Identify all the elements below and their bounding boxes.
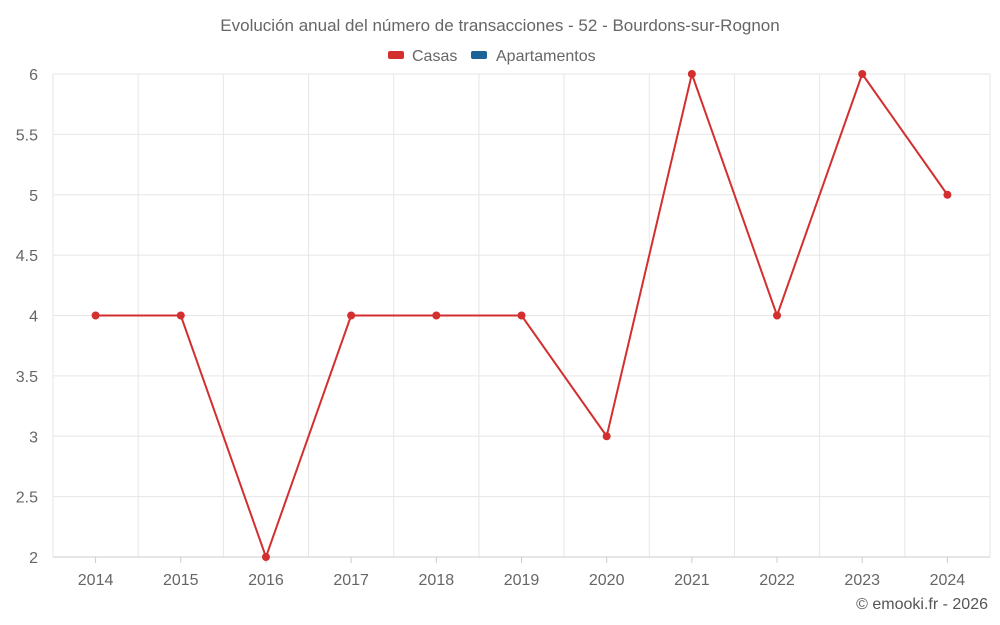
data-point-casas-2019[interactable] — [517, 311, 526, 320]
legend-item-apartamentos[interactable]: Apartamentos — [471, 48, 596, 65]
data-point-casas-2017[interactable] — [347, 311, 356, 320]
y-axis-ticks: 2 2.5 3 3.5 4 4.5 5 5.5 6 — [16, 67, 38, 567]
data-point-casas-2021[interactable] — [687, 70, 696, 78]
legend-swatch-apartamentos — [471, 51, 487, 59]
data-point-casas-2018[interactable] — [432, 311, 441, 320]
x-tick-label: 2022 — [759, 572, 795, 589]
x-tick-label: 2023 — [844, 572, 880, 589]
legend-label-apartamentos: Apartamentos — [496, 48, 596, 65]
x-tick-label: 2014 — [78, 572, 114, 589]
x-tick-label: 2017 — [333, 572, 369, 589]
data-point-casas-2022[interactable] — [773, 311, 782, 320]
x-axis-ticks: 2014 2015 2016 2017 2018 2019 2020 2021 2022 2023… — [78, 572, 966, 589]
y-tick-label: 2.5 — [16, 490, 38, 507]
data-point-casas-2020[interactable] — [602, 432, 611, 441]
x-tick-label: 2018 — [419, 572, 455, 589]
y-tick-label: 4 — [29, 309, 38, 326]
x-tick-label: 2024 — [930, 572, 966, 589]
series-casas — [91, 70, 952, 561]
credit-text: © emooki.fr - 2026 — [856, 596, 988, 613]
x-tick-label: 2015 — [163, 572, 199, 589]
x-tick-label: 2021 — [674, 572, 710, 589]
data-point-casas-2014[interactable] — [91, 311, 100, 320]
y-tick-label: 3.5 — [16, 369, 38, 386]
y-tick-label: 5.5 — [16, 127, 38, 144]
y-tick-label: 2 — [29, 550, 38, 567]
legend: Casas Apartamentos — [388, 48, 596, 65]
legend-swatch-casas — [388, 51, 404, 59]
legend-item-casas[interactable]: Casas — [388, 48, 457, 65]
data-point-casas-2015[interactable] — [176, 311, 185, 320]
x-tick-label: 2020 — [589, 572, 625, 589]
legend-label-casas: Casas — [412, 48, 457, 65]
axes — [53, 556, 990, 563]
y-tick-label: 3 — [29, 429, 38, 446]
y-tick-label: 4.5 — [16, 248, 38, 265]
y-tick-label: 6 — [29, 67, 38, 84]
chart-title: Evolución anual del número de transaccio… — [220, 16, 779, 35]
data-point-casas-2023[interactable] — [858, 70, 867, 78]
x-tick-label: 2016 — [248, 572, 284, 589]
y-tick-label: 5 — [29, 188, 38, 205]
x-tick-label: 2019 — [504, 572, 540, 589]
data-point-casas-2024[interactable] — [943, 190, 952, 199]
data-point-casas-2016[interactable] — [261, 553, 270, 561]
